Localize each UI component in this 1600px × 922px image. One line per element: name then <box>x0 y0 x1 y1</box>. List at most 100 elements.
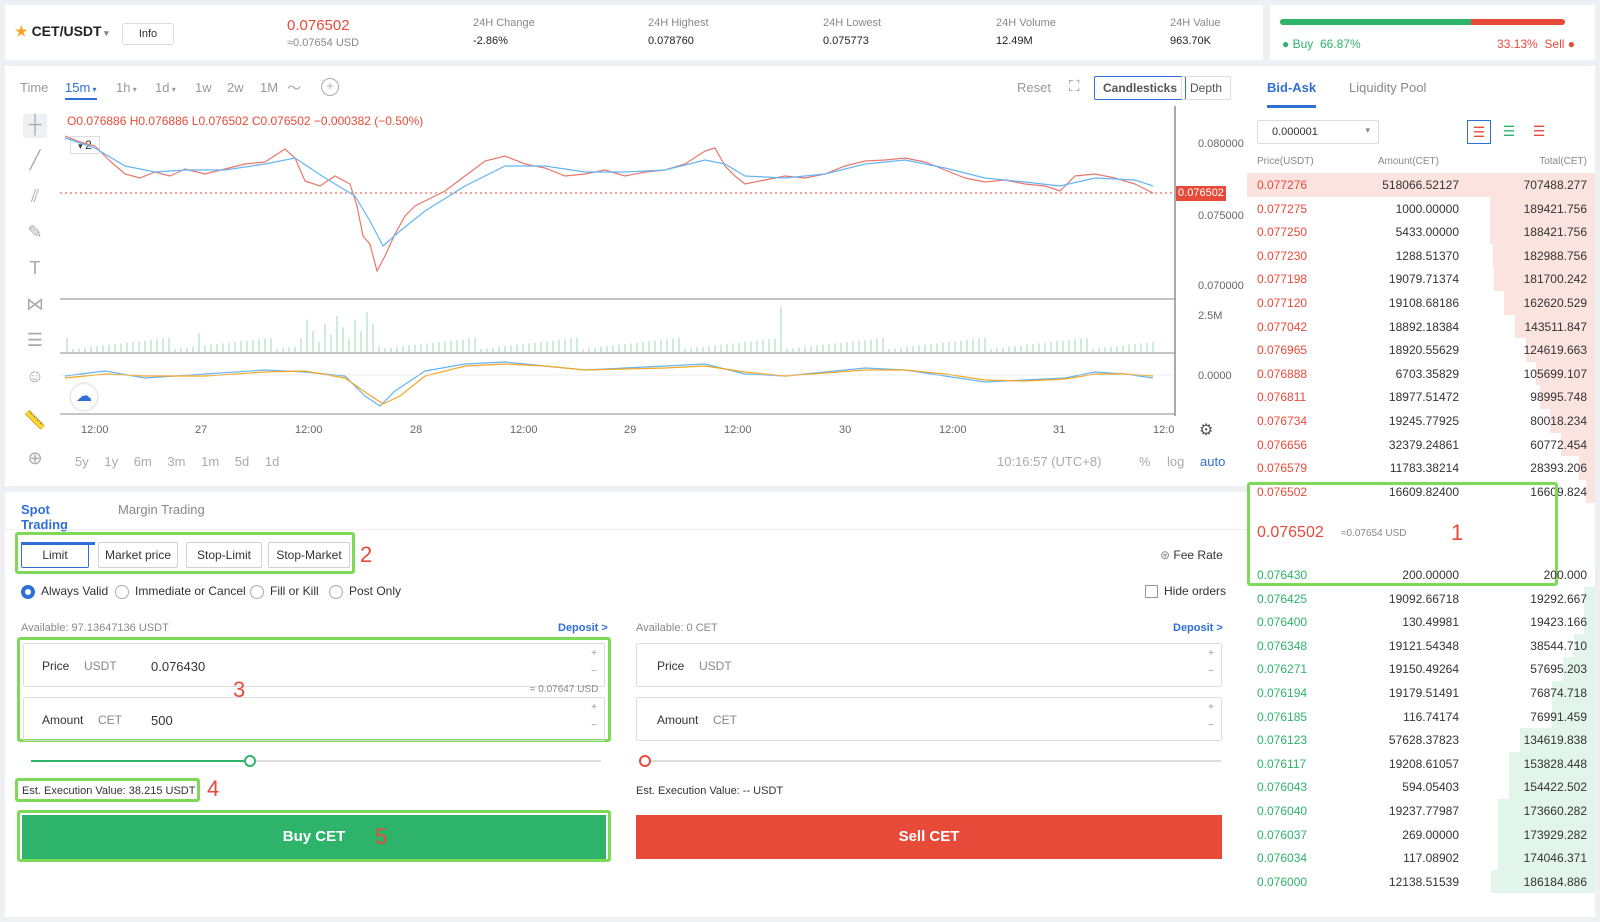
bid-row[interactable]: 0.076425 19092.66718 19292.667 <box>1247 586 1595 611</box>
brush-icon[interactable]: ✎ <box>27 222 43 242</box>
decrement-icon[interactable]: − <box>591 666 597 677</box>
fee-rate-link[interactable]: ⊛ Fee Rate <box>1160 548 1223 562</box>
bid-row[interactable]: 0.076400 130.49981 19423.166 <box>1247 610 1595 634</box>
decrement-icon[interactable]: − <box>1208 666 1214 677</box>
view-bids-icon[interactable]: ☰ <box>1502 123 1516 139</box>
sell-slider-handle[interactable] <box>639 755 651 767</box>
measure-lines-icon[interactable]: ☰ <box>26 330 44 350</box>
bid-row[interactable]: 0.076034 117.08902 174046.371 <box>1247 846 1595 870</box>
ask-row[interactable]: 0.076811 18977.51472 98995.748 <box>1247 385 1595 409</box>
range-3m[interactable]: 3m <box>167 454 186 469</box>
order-type-stop-limit[interactable]: Stop-Limit <box>186 542 262 568</box>
sell-deposit-link[interactable]: Deposit > <box>1173 622 1223 634</box>
cloud-icon[interactable]: ☁ <box>71 384 97 410</box>
order-type-stop-market[interactable]: Stop-Market <box>268 542 350 568</box>
tf-1m[interactable]: 1M <box>260 80 279 95</box>
sell-price-input[interactable]: Price USDT + − <box>636 643 1222 687</box>
tab-margin-trading[interactable]: Margin Trading <box>118 502 205 517</box>
buy-button[interactable]: Buy CET <box>22 815 606 859</box>
tif-fok[interactable]: Fill or Kill <box>250 584 319 599</box>
increment-icon[interactable]: + <box>1208 702 1214 713</box>
auto-toggle[interactable]: auto <box>1200 454 1226 469</box>
increment-icon[interactable]: + <box>591 648 597 659</box>
tif-always-valid[interactable]: Always Valid <box>21 584 108 599</box>
ask-row[interactable]: 0.077250 5433.00000 188421.756 <box>1247 220 1595 244</box>
ask-row[interactable]: 0.076734 19245.77925 80018.234 <box>1247 409 1595 433</box>
buy-slider-handle[interactable] <box>244 755 256 767</box>
candlesticks-button[interactable]: Candlesticks <box>1094 76 1187 100</box>
settings-gear-icon[interactable]: ⚙ <box>1199 422 1214 439</box>
bid-row[interactable]: 0.076430 200.00000 200.000 <box>1247 563 1595 587</box>
range-6m[interactable]: 6m <box>133 454 152 469</box>
text-icon[interactable]: T <box>29 258 41 278</box>
tf-1w[interactable]: 1w <box>195 80 212 95</box>
ask-row[interactable]: 0.077198 19079.71374 181700.242 <box>1247 267 1595 291</box>
ask-row[interactable]: 0.076888 6703.35829 105699.107 <box>1247 361 1595 386</box>
bid-row[interactable]: 0.076271 19150.49264 57695.203 <box>1247 657 1595 681</box>
range-selector[interactable]: 5y 1y 6m 3m 1m 5d 1d <box>75 454 279 469</box>
log-toggle[interactable]: log <box>1167 454 1185 469</box>
ask-row[interactable]: 0.076656 32379.24861 60772.454 <box>1247 432 1595 457</box>
bid-row[interactable]: 0.076117 19208.61057 153828.448 <box>1247 751 1595 776</box>
bid-row[interactable]: 0.076043 594.05403 154422.502 <box>1247 775 1595 799</box>
precision-select[interactable]: 0.000001 ▾ <box>1257 120 1379 144</box>
tf-2w[interactable]: 2w <box>227 80 244 95</box>
sell-button[interactable]: Sell CET <box>636 815 1222 859</box>
view-asks-icon[interactable]: ☰ <box>1532 123 1546 139</box>
view-both-icon[interactable]: ☰ <box>1467 120 1491 144</box>
bid-row[interactable]: 0.076037 269.00000 173929.282 <box>1247 822 1595 847</box>
buy-amount-input[interactable]: Amount CET 500 + − <box>23 697 605 741</box>
order-type-limit[interactable]: Limit <box>21 542 89 568</box>
fullscreen-icon[interactable]: ⛶ <box>1069 78 1080 95</box>
buy-price-input[interactable]: Price USDT 0.076430 + − <box>23 643 605 687</box>
ask-row[interactable]: 0.077042 18892.18384 143511.847 <box>1247 314 1595 339</box>
pattern-icon[interactable]: ⋈ <box>26 294 44 314</box>
tif-post-only[interactable]: Post Only <box>329 584 401 599</box>
tf-1h[interactable]: 1h ▾ <box>116 80 137 95</box>
bid-row[interactable]: 0.076185 116.74174 76991.459 <box>1247 704 1595 729</box>
ask-row[interactable]: 0.076965 18920.55629 124619.663 <box>1247 338 1595 362</box>
tab-liquidity-pool[interactable]: Liquidity Pool <box>1349 80 1427 95</box>
percent-toggle[interactable]: % <box>1139 454 1151 469</box>
decrement-icon[interactable]: − <box>1208 720 1214 731</box>
price-chart-svg[interactable] <box>5 66 1263 486</box>
tf-1d[interactable]: 1d ▾ <box>155 80 176 95</box>
line-chart-icon[interactable]: 〜 <box>287 80 301 96</box>
depth-button[interactable]: Depth <box>1181 76 1232 100</box>
bid-row[interactable]: 0.076040 19237.77987 173660.282 <box>1247 799 1595 823</box>
tf-15m[interactable]: 15m ▾ <box>65 80 97 100</box>
info-button[interactable]: Info <box>122 23 174 45</box>
ask-row[interactable]: 0.076502 16609.82400 16609.824 <box>1247 479 1595 504</box>
bid-row[interactable]: 0.076194 19179.51491 76874.718 <box>1247 681 1595 705</box>
ask-row[interactable]: 0.077275 1000.00000 189421.756 <box>1247 196 1595 221</box>
range-1d[interactable]: 1d <box>264 454 280 469</box>
ask-row[interactable]: 0.077276 518066.52127 707488.277 <box>1247 173 1595 197</box>
trendline-icon[interactable]: ╱ <box>29 150 41 170</box>
tif-ioc[interactable]: Immediate or Cancel <box>115 584 246 599</box>
sell-amount-input[interactable]: Amount CET + − <box>636 697 1222 741</box>
tab-bid-ask[interactable]: Bid-Ask <box>1267 80 1317 108</box>
buy-slider[interactable] <box>31 755 601 767</box>
star-icon[interactable]: ★ <box>15 23 28 39</box>
buy-deposit-link[interactable]: Deposit > <box>558 622 608 634</box>
bid-row[interactable]: 0.076348 19121.54348 38544.710 <box>1247 633 1595 658</box>
emoji-icon[interactable]: ☺ <box>25 366 45 386</box>
crosshair-icon[interactable]: ┼ <box>23 114 47 138</box>
ask-row[interactable]: 0.077120 19108.68186 162620.529 <box>1247 291 1595 315</box>
tab-spot-trading[interactable]: Spot Trading <box>21 502 95 545</box>
range-5y[interactable]: 5y <box>75 454 89 469</box>
ask-row[interactable]: 0.076579 11783.38214 28393.206 <box>1247 456 1595 480</box>
ruler-icon[interactable]: 📏 <box>23 410 47 430</box>
fib-icon[interactable]: ⫽ <box>30 186 40 206</box>
increment-icon[interactable]: + <box>591 702 597 713</box>
indicator-icon[interactable]: + <box>321 78 339 96</box>
tf-time[interactable]: Time <box>20 80 49 95</box>
range-1y[interactable]: 1y <box>104 454 119 469</box>
reset-button[interactable]: Reset <box>1017 80 1051 95</box>
bid-row[interactable]: 0.076123 57628.37823 134619.838 <box>1247 728 1595 752</box>
sell-slider[interactable] <box>639 755 1221 767</box>
range-5d[interactable]: 5d <box>234 454 250 469</box>
order-type-market[interactable]: Market price <box>98 542 178 568</box>
range-1m[interactable]: 1m <box>201 454 220 469</box>
zoom-in-icon[interactable]: ⊕ <box>27 448 43 468</box>
